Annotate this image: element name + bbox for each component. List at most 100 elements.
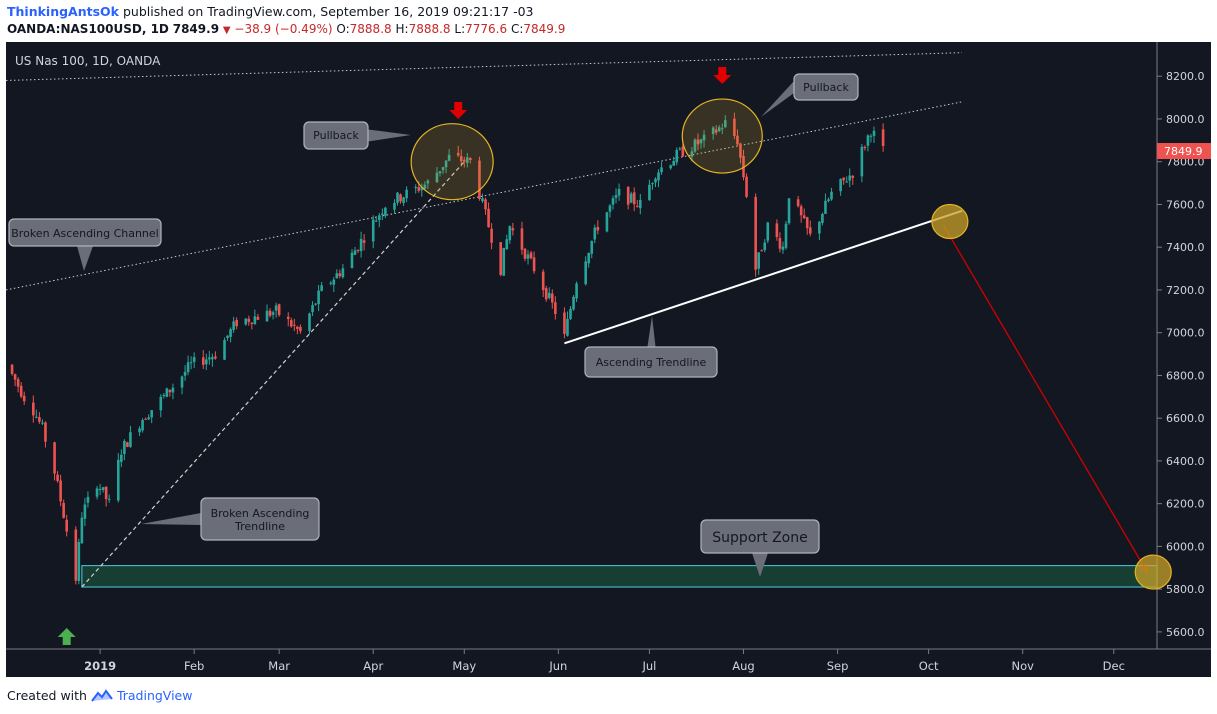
time-axis-label: Sep <box>827 659 849 673</box>
open-value: 7888.8 <box>349 22 392 36</box>
candle-body <box>702 134 706 141</box>
callout-broken-trendline-text-1: Broken Ascending <box>211 507 310 520</box>
candle-body <box>842 177 845 181</box>
candle-body <box>308 313 311 332</box>
candle-body <box>414 186 418 189</box>
ascending-trendline <box>564 209 963 345</box>
candle-body <box>32 402 35 416</box>
candle-body <box>520 228 524 250</box>
chart-panel[interactable]: 8200.0 8000.0 7800.0 7600.0 7400.0 7200.0 7000… <box>6 42 1211 677</box>
candle-body <box>720 128 724 130</box>
author-link[interactable]: ThinkingAntsOk <box>7 4 119 19</box>
candle-body <box>296 326 299 329</box>
callout-pullback-2-box <box>793 73 859 101</box>
target-circle <box>1134 554 1172 590</box>
price-axis-label: 8000.0 <box>1166 113 1205 126</box>
green-up-arrow <box>57 628 76 645</box>
candle-body <box>250 322 254 324</box>
candle-body <box>760 250 764 252</box>
price-axis-label: 6000.0 <box>1166 540 1205 553</box>
candle-body <box>271 312 275 315</box>
price-change: −38.9 (−0.49%) <box>234 22 333 36</box>
candle-body <box>675 150 679 163</box>
current-price-label: 7849.9 <box>1164 145 1203 158</box>
time-axis-label: 2019 <box>84 659 116 673</box>
candle-body <box>44 422 47 442</box>
price-axis-label: 6800.0 <box>1166 369 1205 382</box>
candle-body <box>311 305 314 313</box>
candle-body <box>526 254 530 259</box>
candle-body <box>165 388 169 397</box>
candle-body <box>38 417 41 422</box>
candle-body <box>329 282 333 284</box>
candle-body <box>848 175 852 181</box>
candle-body <box>575 283 578 299</box>
time-axis-label: Apr <box>363 659 383 673</box>
callout-support-zone-pointer <box>752 553 768 577</box>
candle-body <box>462 159 466 162</box>
candle-body <box>523 248 527 259</box>
candle-body <box>444 160 448 168</box>
time-axis-label: Feb <box>184 659 204 673</box>
candle-body <box>399 194 402 202</box>
candle-body <box>784 223 788 248</box>
candle-body <box>551 293 554 303</box>
candle-body <box>566 318 569 336</box>
candle-body <box>617 188 621 196</box>
candle-body <box>314 303 317 305</box>
candle-body <box>332 279 336 285</box>
callout-channel-pointer <box>77 246 93 271</box>
publish-info: ThinkingAntsOk published on TradingView.… <box>7 4 534 19</box>
pullback-circle-2 <box>681 98 763 174</box>
candle-body <box>763 242 767 251</box>
candle-body <box>754 196 757 270</box>
candle-body <box>229 329 232 337</box>
candle-body <box>59 480 62 502</box>
price-axis-label: 7400.0 <box>1166 241 1205 254</box>
candle-body <box>711 127 715 135</box>
candle-body <box>341 268 345 278</box>
price-axis-label: 7000.0 <box>1166 327 1205 340</box>
candle-body <box>299 326 302 332</box>
candle-body <box>490 228 493 243</box>
candle-body <box>632 192 636 205</box>
candle-body <box>866 135 870 146</box>
low-value: 7776.6 <box>465 22 508 36</box>
candle-body <box>192 357 196 362</box>
candle-body <box>356 249 360 251</box>
candle-body <box>541 271 545 291</box>
candle-body <box>98 488 102 490</box>
candle-body <box>456 152 460 156</box>
candle-body <box>660 167 663 173</box>
candle-body <box>499 242 503 275</box>
candle-body <box>274 305 278 311</box>
candle-body <box>818 221 821 234</box>
candle-body <box>144 418 147 420</box>
tradingview-brand-link[interactable]: TradingView <box>116 688 193 703</box>
candle-body <box>466 157 469 163</box>
candle-body <box>293 324 296 326</box>
candle-body <box>183 371 187 376</box>
candle-body <box>417 187 421 191</box>
candle-body <box>717 127 721 131</box>
candle-body <box>802 215 806 219</box>
publish-text: published on TradingView.com, September … <box>122 4 534 19</box>
price-axis-label: 7600.0 <box>1166 198 1205 211</box>
high-value: 7888.8 <box>408 22 451 36</box>
candle-body <box>808 227 812 234</box>
price-chart[interactable]: 8200.08000.07800.07600.07400.07200.07000… <box>6 42 1211 677</box>
candle-body <box>120 454 123 462</box>
time-axis-label: Nov <box>1011 659 1034 673</box>
candle-body <box>611 198 615 205</box>
candle-body <box>723 120 727 128</box>
down-triangle-icon: ▼ <box>222 25 231 36</box>
candle-body <box>116 459 120 501</box>
chart-header: ThinkingAntsOk published on TradingView.… <box>0 0 1217 42</box>
candle-body <box>511 228 515 231</box>
candle-body <box>587 253 591 264</box>
candle-body <box>205 359 208 365</box>
candle-body <box>10 364 14 374</box>
candle-body <box>693 139 697 152</box>
candle-body <box>95 488 99 497</box>
callout-asc-trendline-text: Ascending Trendline <box>596 356 707 369</box>
